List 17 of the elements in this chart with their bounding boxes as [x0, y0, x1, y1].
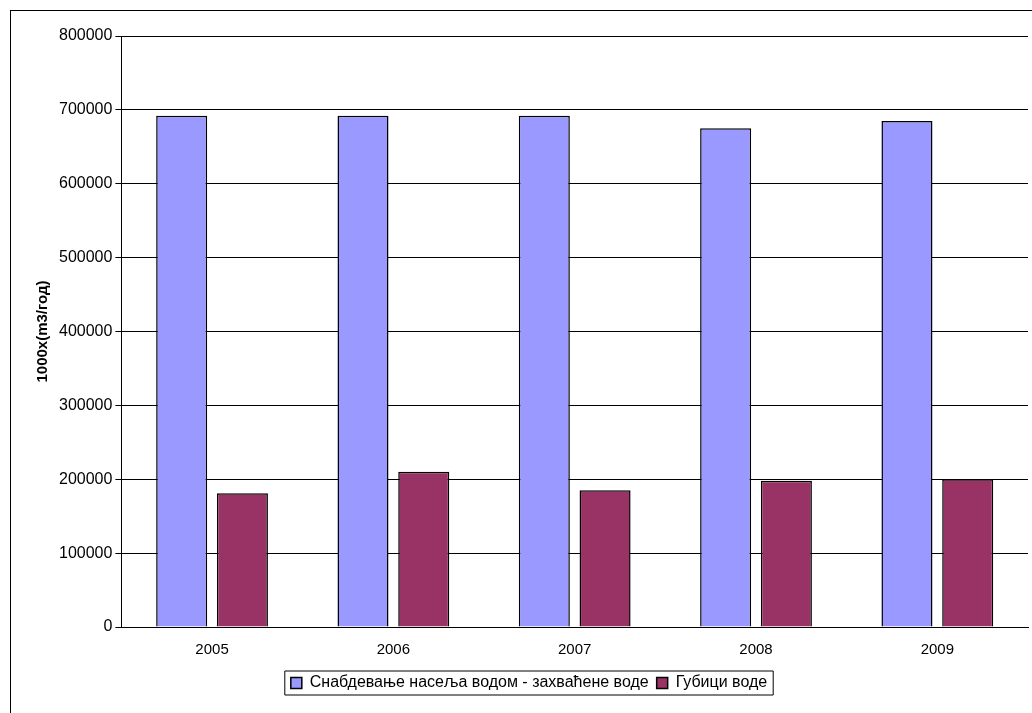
y-tick-label: 300000 [59, 395, 113, 413]
legend-label: Снабдевање насеља водом - захваћене воде [309, 673, 649, 691]
x-tick-label: 2008 [739, 640, 773, 658]
x-tick-label: 2009 [920, 640, 955, 658]
x-tick-label: 2006 [376, 640, 411, 658]
y-tick-label: 200000 [59, 469, 113, 487]
x-tick-label: 2007 [558, 640, 592, 658]
x-tick-label: 2005 [195, 640, 229, 658]
y-tick-label: 500000 [59, 248, 113, 266]
legend-label: Губици воде [675, 673, 768, 691]
y-axis-title: 1000x(m3/год) [33, 280, 51, 383]
y-tick-label: 700000 [59, 100, 113, 118]
y-tick-label: 800000 [59, 26, 113, 44]
y-tick-label: 100000 [59, 543, 113, 561]
y-tick-label: 0 [103, 617, 113, 635]
y-tick-label: 600000 [59, 174, 113, 192]
y-tick-label: 400000 [59, 321, 113, 339]
